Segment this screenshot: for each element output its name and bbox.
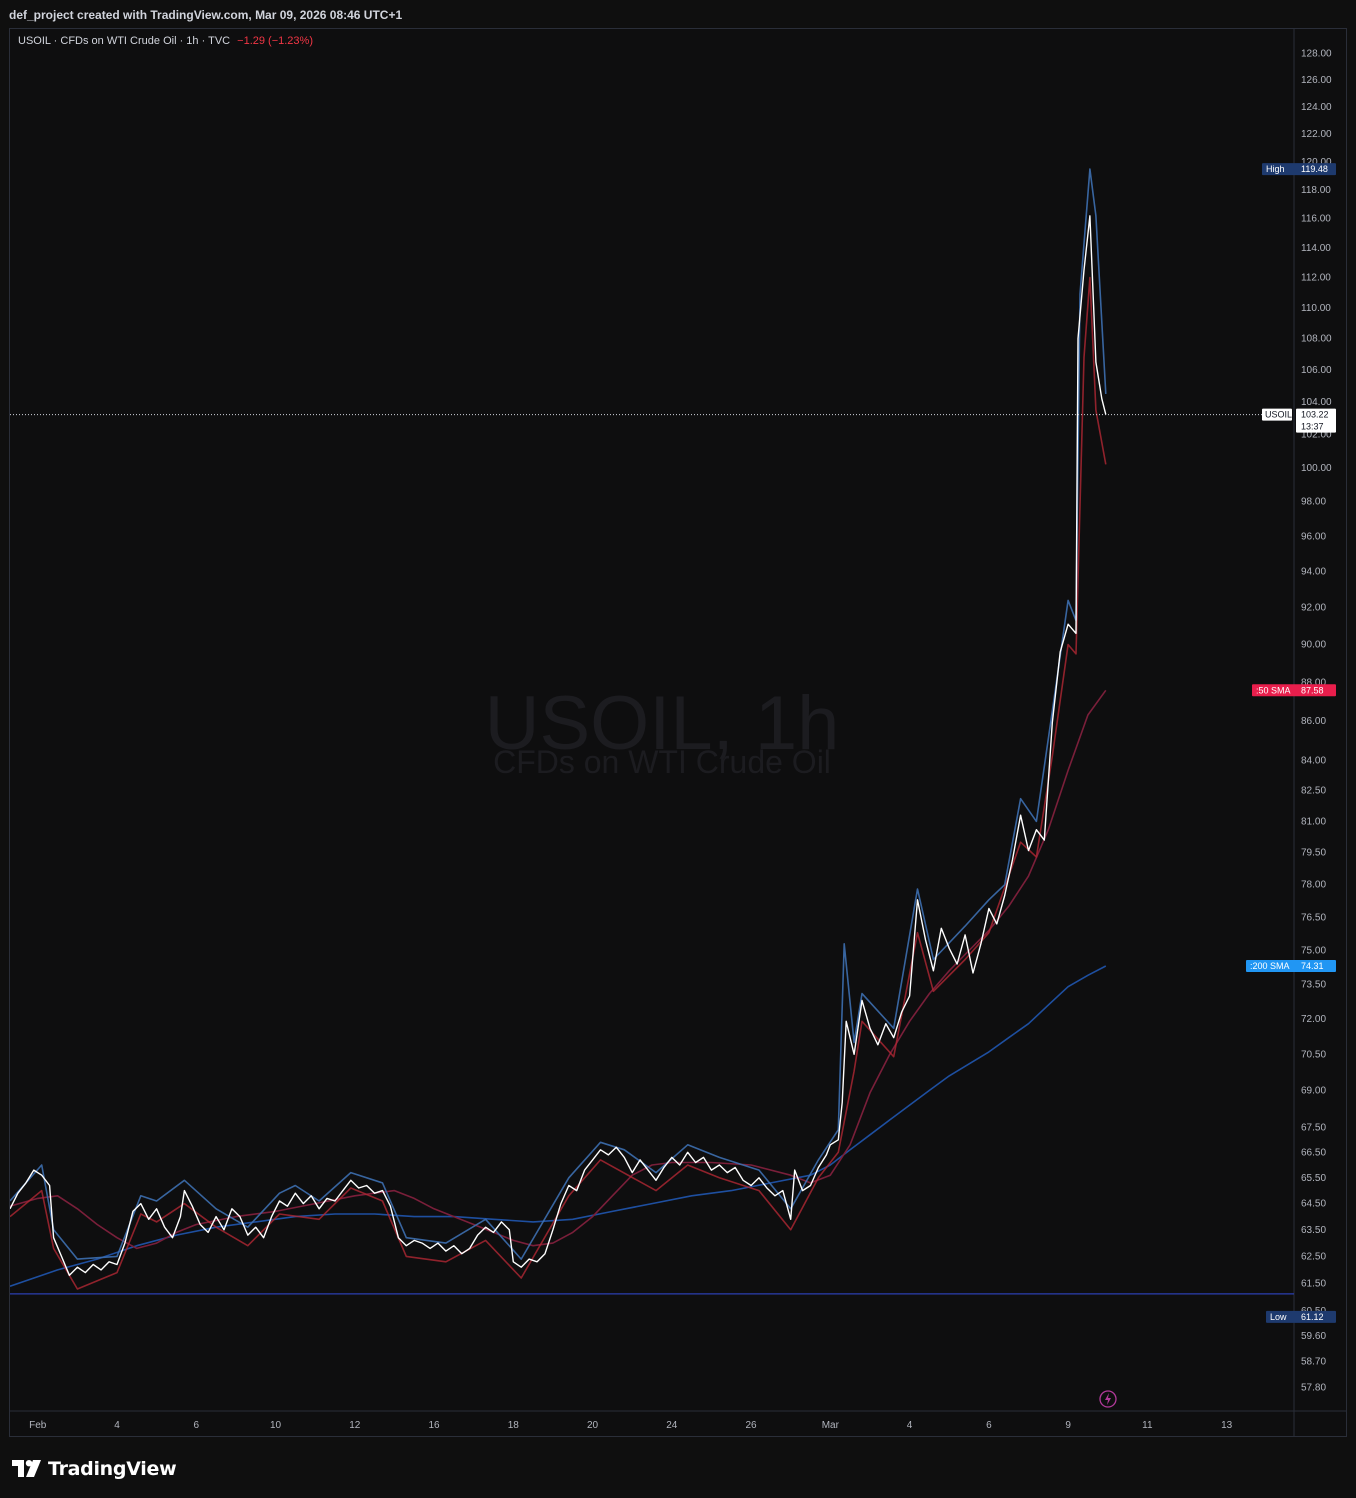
y-tick-label: 114.00 (1301, 243, 1331, 254)
y-tick-label: 58.70 (1301, 1357, 1326, 1368)
price-line (10, 215, 1107, 1276)
x-tick-label: 18 (508, 1420, 520, 1431)
x-tick-label: 16 (428, 1420, 440, 1431)
y-tick-label: 90.00 (1301, 640, 1326, 651)
y-tick-label: 73.50 (1301, 979, 1326, 990)
y-tick-label: 72.00 (1301, 1014, 1326, 1025)
y-tick-label: 76.50 (1301, 912, 1326, 923)
y-tick-label: 84.00 (1301, 755, 1326, 766)
x-tick-label: 10 (270, 1420, 282, 1431)
tradingview-logo-text: TradingView (48, 1458, 177, 1480)
y-tick-label: 79.50 (1301, 848, 1326, 859)
y-tick-label: 88.00 (1301, 677, 1326, 688)
lightning-icon-bolt (1105, 1393, 1111, 1405)
sma50-tag-bg (1252, 684, 1336, 697)
chart-panel[interactable]: USOIL, 1h CFDs on WTI Crude Oil 128.00 126.… (9, 28, 1347, 1437)
x-tick-label: 4 (114, 1420, 120, 1431)
y-tick-label: 66.50 (1301, 1147, 1326, 1158)
y-tick-label: 59.60 (1301, 1331, 1326, 1342)
watermark-subtitle: CFDs on WTI Crude Oil (493, 744, 831, 780)
sma200-tag-label: :200 SMA (1250, 961, 1290, 971)
current-price-tag: 103.22 (1301, 410, 1329, 420)
y-tick-label: 116.00 (1301, 214, 1331, 225)
y-tick-label: 102.00 (1301, 430, 1332, 441)
x-tick-label: 11 (1142, 1420, 1153, 1431)
x-tick-label: 9 (1065, 1420, 1071, 1431)
y-tick-label: 64.50 (1301, 1199, 1326, 1210)
x-tick-label: 24 (666, 1420, 678, 1431)
symbol-tag-bg (1262, 408, 1292, 421)
y-tick-label: 57.80 (1301, 1383, 1326, 1394)
y-tick-label: 96.00 (1301, 531, 1326, 542)
high-tag-label: High (1266, 164, 1285, 174)
y-tick-label: 86.00 (1301, 716, 1326, 727)
tradingview-logo-icon (12, 1460, 41, 1477)
sma50-tag-label: :50 SMA (1256, 685, 1291, 695)
x-tick-label: 12 (349, 1420, 361, 1431)
y-tick-label: 124.00 (1301, 102, 1332, 113)
current-price-tag-bg (1296, 408, 1336, 433)
x-tick-label: 6 (986, 1420, 992, 1431)
y-tick-label: 67.50 (1301, 1122, 1326, 1133)
lightning-icon[interactable] (1099, 1390, 1117, 1408)
y-tick-label: 122.00 (1301, 129, 1332, 140)
y-tick-label: 81.00 (1301, 816, 1326, 827)
legend-change-text: −1.29 (−1.23%) (237, 35, 313, 47)
high-tag-bg (1262, 163, 1336, 176)
y-tick-label: 104.00 (1301, 397, 1332, 408)
x-tick-label: 4 (907, 1420, 913, 1431)
y-tick-label: 94.00 (1301, 567, 1326, 578)
high-tag-value: 119.48 (1301, 164, 1328, 174)
legend-symbol-text: USOIL · CFDs on WTI Crude Oil · 1h · TVC (18, 35, 231, 47)
symbol-legend[interactable]: USOIL · CFDs on WTI Crude Oil · 1h · TVC… (18, 35, 313, 47)
x-tick-label: 26 (746, 1420, 758, 1431)
y-tick-label: 98.00 (1301, 497, 1326, 508)
countdown-tag: 13:37 (1301, 422, 1324, 432)
y-tick-label: 108.00 (1301, 334, 1332, 345)
y-tick-label: 65.50 (1301, 1173, 1326, 1184)
sma200-tag-bg (1246, 960, 1336, 973)
sma50-tag-value: 87.58 (1301, 685, 1324, 695)
y-tick-label: 106.00 (1301, 365, 1332, 376)
x-tick-label: 6 (193, 1420, 199, 1431)
y-tick-label: 63.50 (1301, 1225, 1326, 1236)
y-tick-label: 110.00 (1301, 303, 1331, 314)
price-high-shadow-line (10, 168, 1107, 1260)
x-tick-label: Mar (822, 1420, 840, 1431)
y-tick-label: 128.00 (1301, 49, 1332, 60)
symbol-tag: USOIL (1265, 410, 1292, 420)
y-tick-label: 100.00 (1301, 463, 1332, 474)
chart-credit-bar: def_project created with TradingView.com… (0, 0, 1356, 28)
x-tick-label: 20 (587, 1420, 599, 1431)
y-tick-label: 118.00 (1301, 185, 1331, 196)
y-tick-label: 126.00 (1301, 75, 1332, 86)
chart-credit-text: def_project created with TradingView.com… (9, 8, 403, 22)
low-tag-value: 61.12 (1301, 1312, 1324, 1322)
y-tick-label: 112.00 (1301, 273, 1331, 284)
price-low-shadow-line (10, 276, 1107, 1290)
y-tick-label: 62.50 (1301, 1251, 1326, 1262)
x-tick-label: 13 (1221, 1420, 1233, 1431)
y-tick-label: 78.00 (1301, 880, 1326, 891)
sma200-tag-value: 74.31 (1301, 961, 1324, 971)
low-tag-bg (1266, 1310, 1336, 1323)
y-tick-label: 70.50 (1301, 1049, 1326, 1060)
footer-bar: TradingView (0, 1440, 1356, 1498)
y-tick-label: 61.50 (1301, 1278, 1326, 1289)
watermark-title: USOIL, 1h (485, 681, 840, 766)
sma200-line (10, 965, 1107, 1287)
y-tick-label: 92.00 (1301, 603, 1326, 614)
y-tick-label: 75.00 (1301, 946, 1326, 957)
x-tick-label: Feb (29, 1420, 47, 1431)
low-tag-label: Low (1270, 1312, 1287, 1322)
y-tick-label: 69.00 (1301, 1085, 1326, 1096)
tradingview-logo[interactable]: TradingView (12, 1458, 177, 1480)
y-tick-label: 120.00 (1301, 157, 1332, 168)
y-tick-label: 82.50 (1301, 786, 1326, 797)
